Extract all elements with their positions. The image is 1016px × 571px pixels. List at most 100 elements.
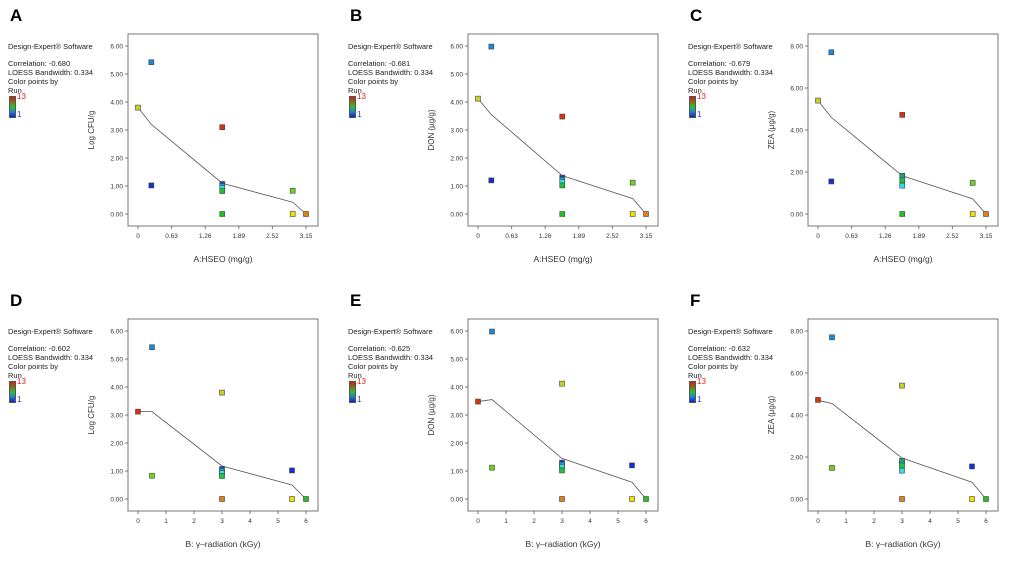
software-label: Design-Expert® Software — [688, 327, 773, 336]
legend-min: 1 — [697, 110, 702, 119]
data-point — [289, 496, 295, 502]
legend-max: 13 — [357, 92, 366, 101]
x-tick-label: 3 — [900, 518, 904, 525]
x-tick-label: 2.52 — [266, 233, 279, 240]
data-point — [289, 211, 296, 217]
y-tick-label: 5.00 — [110, 357, 123, 364]
x-tick-label: 3 — [560, 518, 564, 525]
data-point — [148, 182, 155, 189]
y-tick-label: 1.00 — [450, 184, 463, 191]
y-tick-label: 8.00 — [790, 44, 803, 51]
y-axis-title: ZEA (µg/g) — [767, 110, 776, 149]
data-point — [475, 95, 481, 102]
y-tick-label: 6.00 — [110, 329, 123, 336]
x-axis-title: A:HSEO (mg/g) — [193, 254, 252, 264]
loess-line — [477, 399, 647, 500]
data-point — [559, 496, 565, 502]
y-tick-label: 0.00 — [790, 212, 803, 219]
x-tick-label: 0 — [816, 518, 820, 525]
data-point — [488, 177, 495, 184]
x-tick-label: 0.63 — [505, 233, 518, 240]
color-by-text: Color points by — [348, 362, 399, 371]
legend-min: 1 — [17, 395, 22, 404]
data-point — [289, 187, 296, 194]
color-by-text: Color points by — [8, 77, 59, 86]
data-point — [559, 380, 565, 387]
y-tick-label: 0.00 — [450, 212, 463, 219]
plot-frame — [127, 33, 319, 227]
x-tick-label: 0.63 — [845, 233, 858, 240]
x-tick-label: 1.26 — [879, 233, 892, 240]
data-point — [899, 462, 905, 469]
plot-frame — [807, 318, 999, 512]
data-point — [219, 211, 226, 217]
data-point — [219, 124, 226, 130]
y-tick-label: 6.00 — [110, 44, 123, 51]
data-point — [149, 344, 155, 351]
info-block: Design-Expert® Software Correlation: -0.… — [348, 327, 433, 380]
x-tick-label: 2 — [532, 518, 536, 525]
legend-max: 13 — [697, 377, 706, 386]
x-tick-label: 0 — [476, 233, 480, 240]
data-point — [969, 463, 975, 470]
data-point — [643, 496, 649, 502]
x-tick-label: 2.52 — [946, 233, 959, 240]
data-point — [828, 178, 835, 185]
data-point — [969, 496, 975, 502]
legend-max: 13 — [17, 377, 26, 386]
x-tick-label: 3.15 — [980, 233, 993, 240]
data-point — [969, 211, 976, 217]
color-by-run: Run — [8, 86, 22, 95]
x-tick-label: 3.15 — [300, 233, 313, 240]
info-block: Design-Expert® Software Correlation: -0.… — [8, 42, 93, 95]
y-tick-label: 3.00 — [450, 128, 463, 135]
scatter-plot: 0.00 2.00 4.00 6.00 8.00 0 1 2 3 4 5 6 B: γ–radiatio… — [767, 318, 999, 549]
x-tick-label: 4 — [248, 518, 252, 525]
data-point — [629, 211, 636, 217]
data-point — [489, 464, 495, 471]
legend-min: 1 — [357, 110, 362, 119]
y-tick-label: 0.00 — [110, 497, 123, 504]
color-by-text: Color points by — [8, 362, 59, 371]
color-by-run: Run — [688, 86, 702, 95]
bandwidth-text: LOESS Bandwidth: 0.334 — [8, 68, 94, 77]
color-by-text: Color points by — [348, 77, 399, 86]
y-axis-title: ZEA (µg/g) — [767, 395, 776, 434]
data-point — [899, 211, 906, 217]
x-axis-title: B: γ–radiation (kGy) — [525, 539, 600, 549]
x-tick-label: 5 — [616, 518, 620, 525]
x-tick-label: 6 — [644, 518, 648, 525]
x-tick-label: 0.63 — [165, 233, 178, 240]
legend-min: 1 — [357, 395, 362, 404]
x-tick-label: 0 — [136, 233, 140, 240]
scatter-plot: 0.00 1.00 2.00 3.00 4.00 5.00 6.00 0 0.63 1.26 1.8… — [87, 33, 319, 264]
y-tick-label: 3.00 — [110, 128, 123, 135]
x-tick-label: 2 — [872, 518, 876, 525]
bandwidth-text: LOESS Bandwidth: 0.334 — [688, 68, 774, 77]
correlation-text: Correlation: -0.681 — [348, 59, 411, 68]
data-point — [629, 179, 636, 186]
legend-max: 13 — [357, 377, 366, 386]
y-tick-label: 5.00 — [450, 357, 463, 364]
x-tick-label: 4 — [928, 518, 932, 525]
y-tick-label: 4.00 — [450, 100, 463, 107]
data-point — [475, 398, 481, 405]
x-tick-label: 0 — [476, 518, 480, 525]
run-color-legend — [349, 96, 356, 118]
data-point — [899, 457, 905, 464]
x-tick-label: 2 — [192, 518, 196, 525]
x-tick-label: 0 — [136, 518, 140, 525]
data-point — [303, 496, 309, 502]
y-tick-label: 4.00 — [790, 128, 803, 135]
data-point — [559, 467, 565, 474]
y-tick-label: 1.00 — [110, 469, 123, 476]
y-tick-label: 4.00 — [450, 385, 463, 392]
correlation-text: Correlation: -0.632 — [688, 344, 751, 353]
plot-frame — [807, 33, 999, 227]
data-point — [815, 97, 821, 104]
y-tick-label: 6.00 — [790, 371, 803, 378]
data-point — [899, 182, 906, 189]
data-point — [969, 180, 976, 186]
data-point — [899, 467, 905, 474]
panel-a: A Design-Expert® Software Correlation: -… — [0, 0, 338, 285]
